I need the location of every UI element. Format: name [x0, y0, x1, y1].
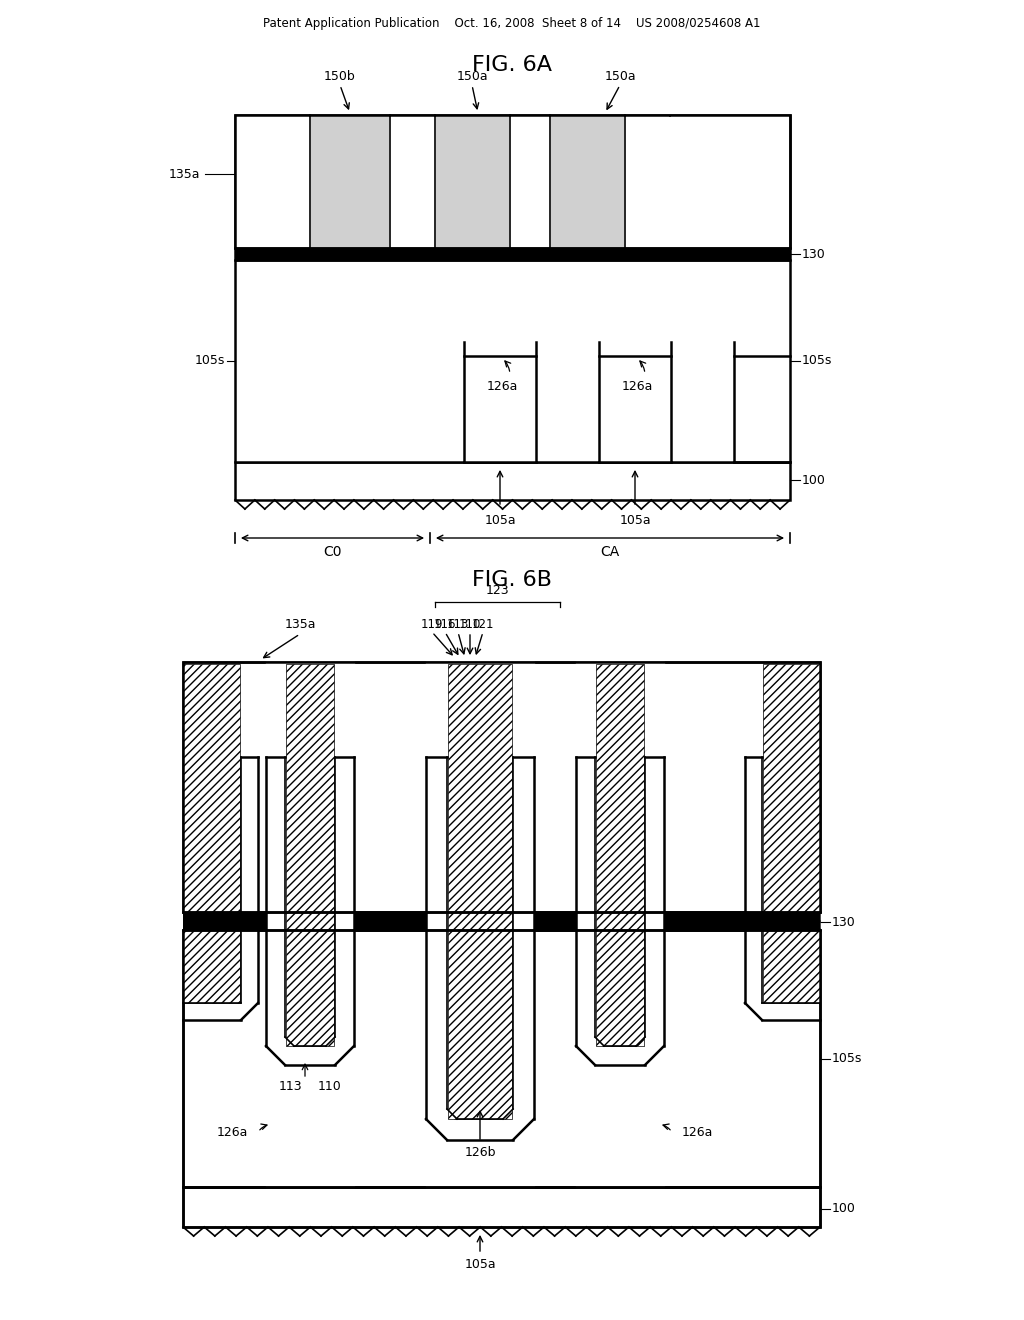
- Polygon shape: [449, 664, 512, 1119]
- Text: 110: 110: [459, 618, 481, 631]
- Bar: [236, 116, 309, 247]
- Text: 105s: 105s: [195, 355, 225, 367]
- Polygon shape: [267, 756, 284, 1045]
- Polygon shape: [427, 756, 446, 1119]
- Text: 135a: 135a: [169, 168, 200, 181]
- Text: FIG. 6B: FIG. 6B: [472, 570, 552, 590]
- Text: 105a: 105a: [464, 1258, 496, 1271]
- Bar: [183, 931, 820, 1187]
- Text: 126a: 126a: [622, 380, 652, 392]
- Text: 135a: 135a: [285, 618, 315, 631]
- Bar: [664, 912, 820, 931]
- Polygon shape: [514, 756, 534, 1119]
- Bar: [183, 1187, 820, 1228]
- Bar: [626, 116, 669, 247]
- Text: 105s: 105s: [802, 355, 833, 367]
- Text: 116: 116: [434, 618, 457, 631]
- Bar: [183, 912, 266, 931]
- Text: 105a: 105a: [484, 513, 516, 527]
- Bar: [234, 462, 790, 500]
- Polygon shape: [241, 756, 257, 1003]
- Polygon shape: [335, 756, 353, 1045]
- Text: 130: 130: [831, 916, 856, 928]
- Text: 150a: 150a: [604, 70, 636, 83]
- Polygon shape: [286, 664, 334, 1045]
- Text: 100: 100: [831, 1203, 856, 1216]
- Polygon shape: [646, 756, 663, 1045]
- Bar: [311, 116, 389, 247]
- Bar: [599, 342, 671, 462]
- Polygon shape: [427, 756, 447, 1119]
- Polygon shape: [596, 664, 644, 1045]
- Text: 121: 121: [472, 618, 495, 631]
- Polygon shape: [183, 664, 240, 1003]
- Polygon shape: [336, 756, 353, 1045]
- Text: 130: 130: [802, 248, 825, 260]
- Bar: [234, 248, 790, 260]
- Text: CA: CA: [600, 545, 620, 558]
- Bar: [183, 931, 820, 1187]
- Text: Patent Application Publication    Oct. 16, 2008  Sheet 8 of 14    US 2008/025460: Patent Application Publication Oct. 16, …: [263, 16, 761, 29]
- Bar: [234, 115, 790, 248]
- Bar: [183, 663, 820, 912]
- Polygon shape: [267, 756, 285, 1045]
- Polygon shape: [577, 756, 594, 1045]
- Bar: [671, 116, 790, 247]
- Polygon shape: [746, 756, 762, 1003]
- Text: 105s: 105s: [831, 1052, 862, 1065]
- Text: 150a: 150a: [456, 70, 487, 83]
- Text: 113: 113: [446, 618, 469, 631]
- Text: 126a: 126a: [486, 380, 518, 392]
- Bar: [464, 342, 536, 462]
- Text: 113: 113: [279, 1081, 302, 1093]
- Text: 126a: 126a: [217, 1126, 248, 1138]
- Bar: [183, 1187, 820, 1228]
- Polygon shape: [645, 756, 664, 1045]
- Text: 126a: 126a: [682, 1126, 714, 1138]
- Text: 110: 110: [318, 1081, 342, 1093]
- Polygon shape: [577, 756, 595, 1045]
- Bar: [534, 912, 575, 931]
- Bar: [183, 663, 820, 912]
- Text: FIG. 6A: FIG. 6A: [472, 55, 552, 75]
- Text: C0: C0: [323, 545, 341, 558]
- Polygon shape: [513, 756, 534, 1119]
- Bar: [234, 260, 790, 462]
- Text: 105a: 105a: [620, 513, 651, 527]
- Text: 100: 100: [802, 474, 826, 487]
- Text: 126b: 126b: [464, 1146, 496, 1159]
- Bar: [551, 116, 624, 247]
- Bar: [234, 115, 790, 248]
- Bar: [511, 116, 549, 247]
- Text: 123: 123: [485, 583, 509, 597]
- Text: 150b: 150b: [325, 70, 356, 83]
- Bar: [354, 912, 426, 931]
- Bar: [391, 116, 434, 247]
- Text: 119: 119: [421, 618, 443, 631]
- Bar: [436, 116, 509, 247]
- Polygon shape: [763, 664, 820, 1003]
